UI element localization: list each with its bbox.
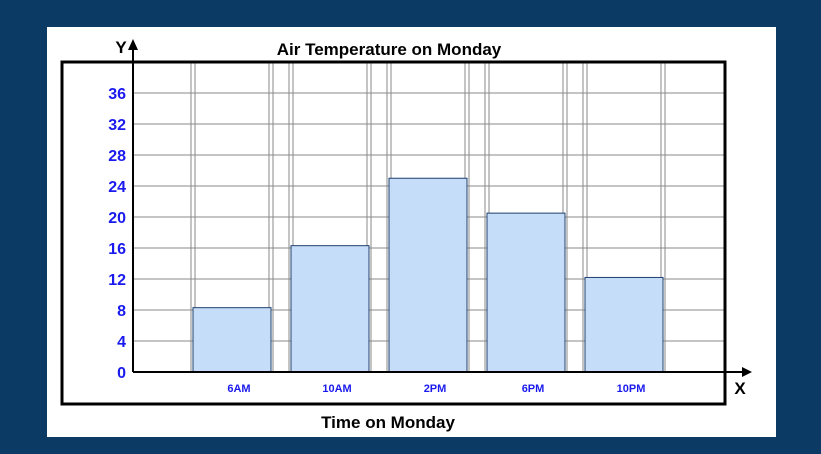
bar-10pm: [584, 276, 664, 373]
y-tick-label: 0: [117, 365, 126, 382]
y-tick-label: 16: [108, 241, 126, 258]
y-tick-label: 12: [108, 272, 126, 289]
y-tick-label: 24: [108, 179, 126, 196]
x-tick-labels: 6AM 10AM 2PM 6PM 10PM: [227, 383, 645, 395]
x-axis-arrow: [742, 367, 752, 377]
y-tick-label: 20: [108, 210, 126, 227]
y-tick-label: 4: [117, 334, 126, 351]
y-axis-letter: Y: [115, 38, 127, 57]
x-tick-label: 10AM: [322, 383, 351, 395]
y-axis-arrow: [128, 39, 138, 50]
y-tick-label: 36: [108, 86, 126, 103]
x-axis-label: Time on Monday: [321, 413, 455, 432]
y-tick-label: 8: [117, 303, 126, 320]
bars: [192, 177, 664, 373]
x-axis-letter: X: [734, 379, 746, 398]
y-tick-label: 28: [108, 148, 126, 165]
x-tick-label: 2PM: [424, 383, 447, 395]
y-tick-labels: 0 4 8 12 16 20 24 28 32 36: [108, 86, 126, 382]
bar-2pm: [388, 177, 468, 373]
bar-10am: [290, 245, 370, 373]
x-tick-label: 6AM: [227, 383, 250, 395]
y-tick-label: 32: [108, 117, 126, 134]
bar-6pm: [486, 212, 566, 373]
chart-title: Air Temperature on Monday: [277, 40, 502, 59]
x-tick-label: 6PM: [522, 383, 545, 395]
bar-6am: [192, 307, 272, 373]
panel-edge: [772, 27, 776, 437]
x-tick-label: 10PM: [617, 383, 646, 395]
plot-frame: [60, 60, 727, 406]
